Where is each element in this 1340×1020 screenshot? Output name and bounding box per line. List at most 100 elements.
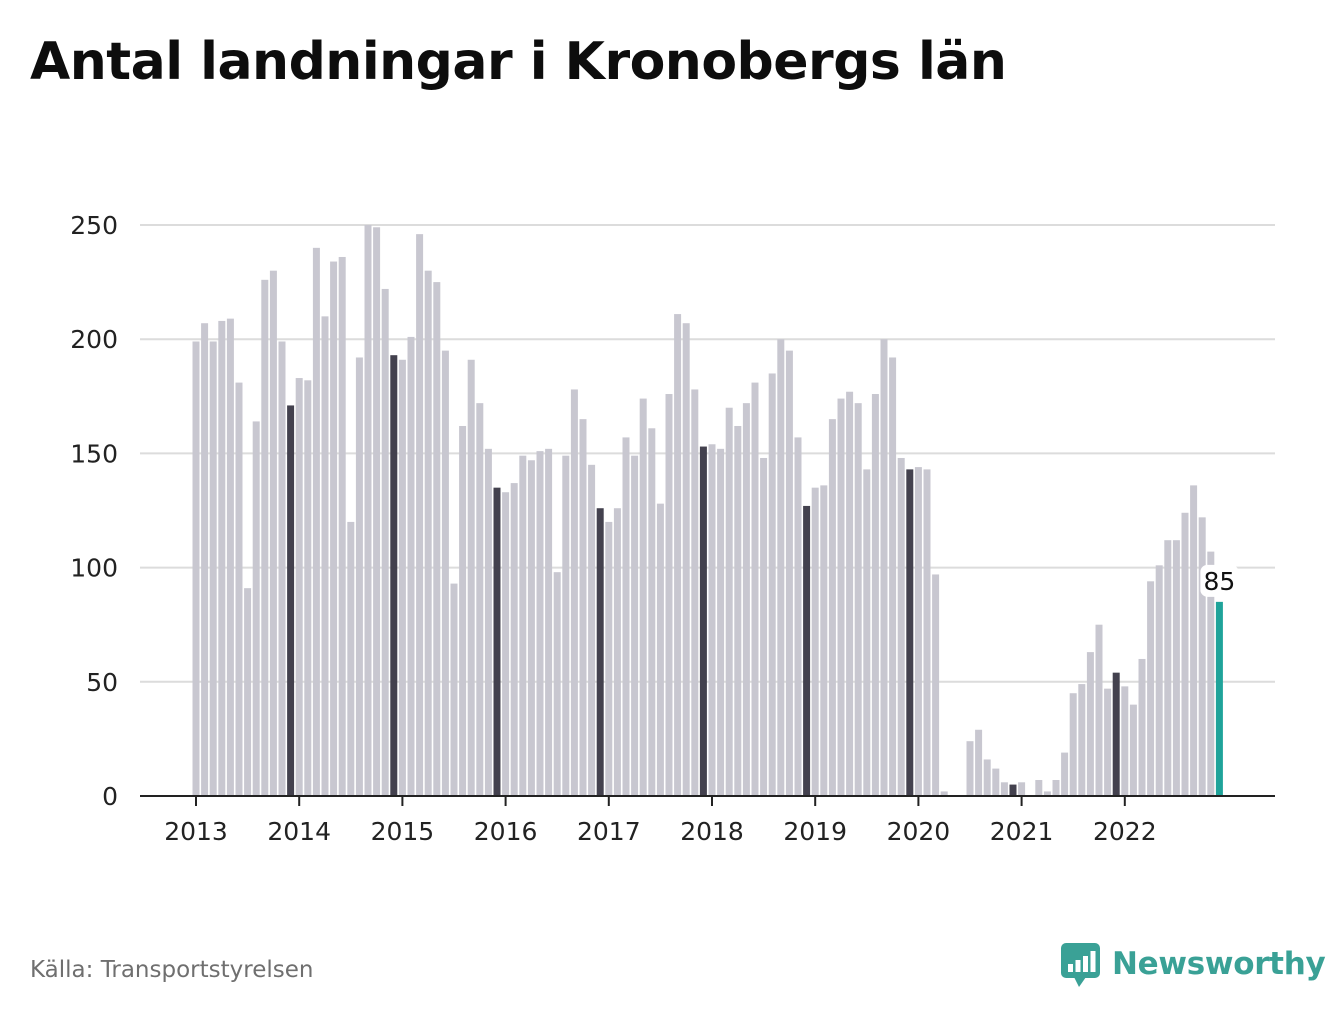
y-tick-label: 150 [70,439,118,468]
bar [932,574,940,796]
y-tick-label: 100 [70,554,118,583]
bar [760,457,768,796]
bar [639,398,647,796]
bar [940,791,948,796]
bar [880,339,888,796]
bar [304,380,312,796]
bar [871,394,879,796]
bar [691,389,699,796]
brand-name: Newsworthy [1112,946,1326,982]
bar [811,487,819,796]
bar [966,741,974,796]
bar [854,403,862,796]
gridlines [140,224,1275,683]
bar [390,355,398,796]
bar [1147,581,1155,796]
bar [906,469,914,796]
bar [665,394,673,796]
bar [648,428,656,796]
bar [1000,782,1008,796]
bar [1121,686,1129,796]
bar [226,318,234,796]
chart-title: Antal landningar i Kronobergs län [30,32,1007,92]
bar [355,357,363,796]
bar [244,588,252,796]
bar [803,505,811,796]
y-tick-label: 0 [102,782,118,811]
bar [613,508,621,796]
bar [235,382,243,796]
bar [717,448,725,796]
bar [347,521,355,796]
bar [1112,672,1120,796]
bar [820,485,828,796]
bar [656,503,664,796]
bar [1138,658,1146,796]
x-tick-label: 2021 [990,817,1054,846]
source-note: Källa: Transportstyrelsen [30,957,314,983]
bar [708,444,716,796]
x-tick-label: 2019 [783,817,847,846]
bar [605,521,613,796]
x-tick-label: 2017 [577,817,641,846]
bar [1078,684,1086,796]
bar [570,389,578,796]
bar [631,455,639,796]
y-tick-label: 50 [86,668,118,697]
bar [846,391,854,796]
bar [897,457,905,796]
bar [562,455,570,796]
x-tick-label: 2013 [164,817,228,846]
bar [510,483,518,796]
bar [699,446,707,796]
bar [484,448,492,796]
bar [459,425,467,796]
bar [450,583,458,796]
bar [381,288,389,796]
bar [1052,780,1060,796]
bar [398,359,406,796]
bar [992,768,1000,796]
bar [596,508,604,796]
x-tick-label: 2014 [267,817,331,846]
bar [1086,652,1094,796]
bar [364,225,372,796]
bar [923,469,931,796]
x-tick-label: 2022 [1093,817,1157,846]
y-tick-label: 200 [70,325,118,354]
bar [295,378,303,796]
bar [209,341,217,796]
y-axis-ticks: 0 50 100 150 200 250 [70,211,118,811]
bar [983,759,991,796]
bar [536,451,544,796]
bar [312,247,320,797]
bar [674,314,682,796]
bar [502,492,510,796]
newsworthy-logo-icon [1061,943,1100,987]
bar [768,373,776,796]
bar [1104,688,1112,796]
bar [433,282,441,797]
x-tick-label: 2016 [474,817,538,846]
bar [519,455,527,796]
bar [1035,780,1043,796]
bar [416,234,424,796]
bar [252,421,260,796]
bar [330,261,338,796]
bar [1095,624,1103,796]
bar [579,419,587,796]
bar [1198,517,1206,796]
bar [682,323,690,796]
bar [373,227,381,796]
bar [1043,791,1051,796]
bar [725,407,733,796]
bar [622,437,630,796]
latest-value-label: 85 [1203,567,1235,596]
bar [218,320,226,796]
bar [1190,485,1198,796]
x-tick-label: 2018 [680,817,744,846]
bar [794,437,802,796]
bar [201,323,209,796]
bar [424,270,432,796]
data-label-background [1200,564,1239,597]
